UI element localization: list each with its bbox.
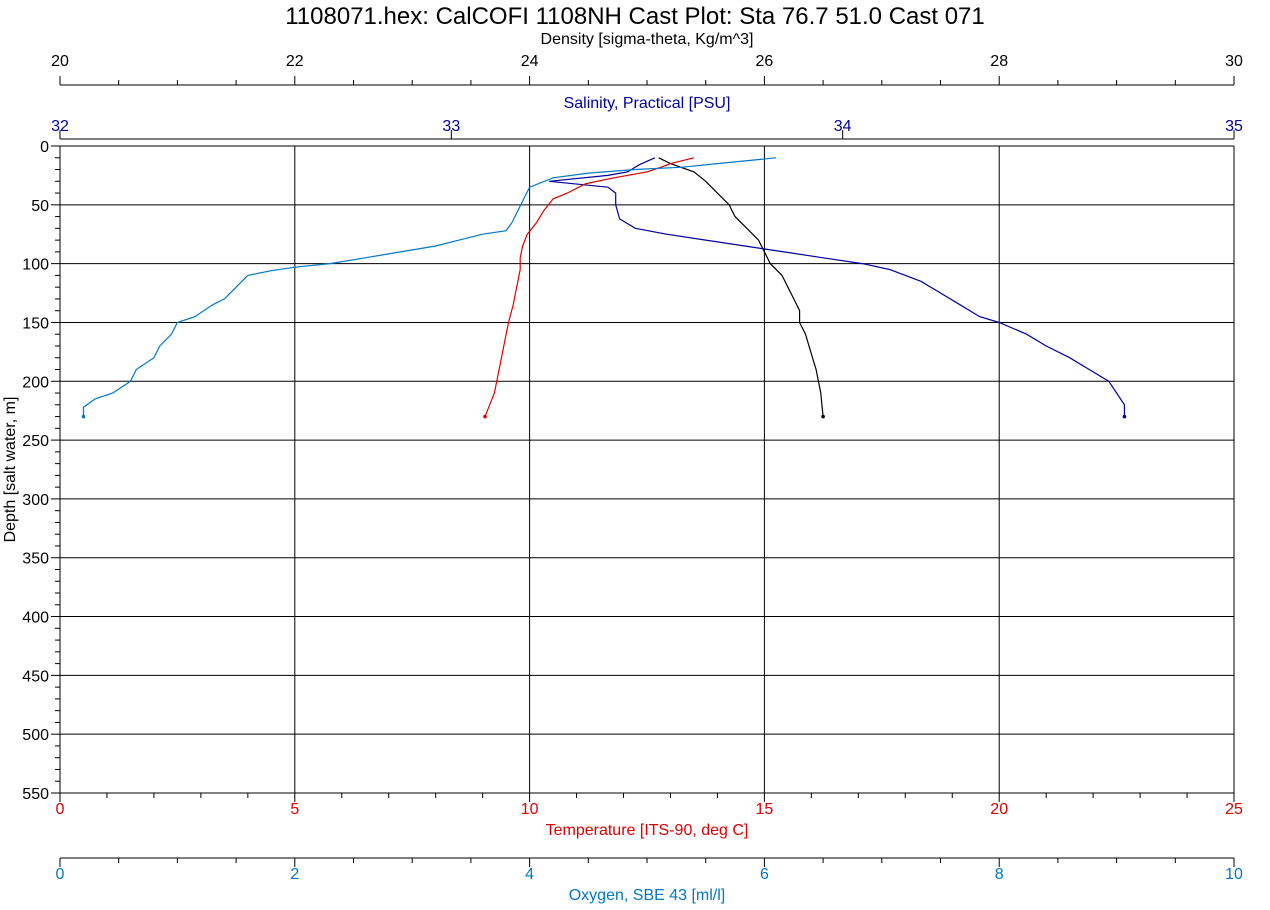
data-series — [81, 157, 1127, 419]
density-tick-label-28: 28 — [990, 53, 1008, 70]
salinity-profile-line — [549, 157, 1126, 417]
temperature-tick-label-25: 25 — [1225, 801, 1243, 818]
oxygen-tick-label-4: 4 — [525, 866, 534, 883]
oxygen-tick-label-2: 2 — [290, 866, 299, 883]
y-tick-label-450: 450 — [22, 668, 49, 685]
y-tick-label-400: 400 — [22, 610, 49, 627]
salinity-tick-label-32: 32 — [51, 118, 69, 135]
y-tick-label-500: 500 — [22, 727, 49, 744]
temperature-tick-label-10: 10 — [521, 801, 539, 818]
oxygen-axis-label: Oxygen, SBE 43 [ml/l] — [569, 887, 726, 904]
salinity-tick-label-34: 34 — [834, 118, 852, 135]
temperature-tick-label-0: 0 — [56, 801, 65, 818]
y-tick-label-350: 350 — [22, 551, 49, 568]
axes — [51, 76, 1235, 867]
density-end-point — [821, 414, 825, 419]
oxygen-tick-label-0: 0 — [56, 866, 65, 883]
oxygen-profile-line — [82, 157, 777, 417]
oxygen-tick-label-8: 8 — [995, 866, 1004, 883]
y-tick-label-0: 0 — [40, 139, 49, 156]
oxygen-tick-label-10: 10 — [1225, 866, 1243, 883]
y-tick-label-50: 50 — [31, 198, 49, 215]
density-tick-label-24: 24 — [521, 53, 539, 70]
oxygen-end-point — [81, 414, 86, 419]
y-tick-label-200: 200 — [22, 374, 49, 391]
y-tick-label-250: 250 — [22, 433, 49, 450]
y-axis-label: Depth [salt water, m] — [2, 397, 19, 543]
chart-title: 1108071.hex: CalCOFI 1108NH Cast Plot: S… — [285, 3, 985, 30]
density-tick-label-30: 30 — [1225, 53, 1243, 70]
temperature-end-point — [483, 414, 487, 419]
density-axis-label: Density [sigma-theta, Kg/m^3] — [541, 31, 754, 48]
density-profile-line — [658, 157, 824, 417]
oxygen-tick-label-6: 6 — [760, 866, 769, 883]
temperature-profile-line — [484, 157, 695, 417]
density-tick-label-20: 20 — [51, 53, 69, 70]
y-tick-label-150: 150 — [22, 315, 49, 332]
y-tick-label-300: 300 — [22, 492, 49, 509]
y-tick-label-100: 100 — [22, 257, 49, 274]
density-tick-label-26: 26 — [756, 53, 774, 70]
temperature-tick-label-20: 20 — [990, 801, 1008, 818]
grid-lines — [60, 146, 1234, 793]
density-tick-label-22: 22 — [286, 53, 304, 70]
salinity-axis-label: Salinity, Practical [PSU] — [564, 95, 731, 112]
salinity-tick-label-33: 33 — [442, 118, 460, 135]
salinity-end-point — [1122, 414, 1127, 419]
temperature-tick-label-5: 5 — [290, 801, 299, 818]
temperature-axis-label: Temperature [ITS-90, deg C] — [546, 822, 749, 839]
salinity-tick-label-35: 35 — [1225, 118, 1243, 135]
temperature-tick-label-15: 15 — [756, 801, 774, 818]
y-tick-label-550: 550 — [22, 786, 49, 803]
